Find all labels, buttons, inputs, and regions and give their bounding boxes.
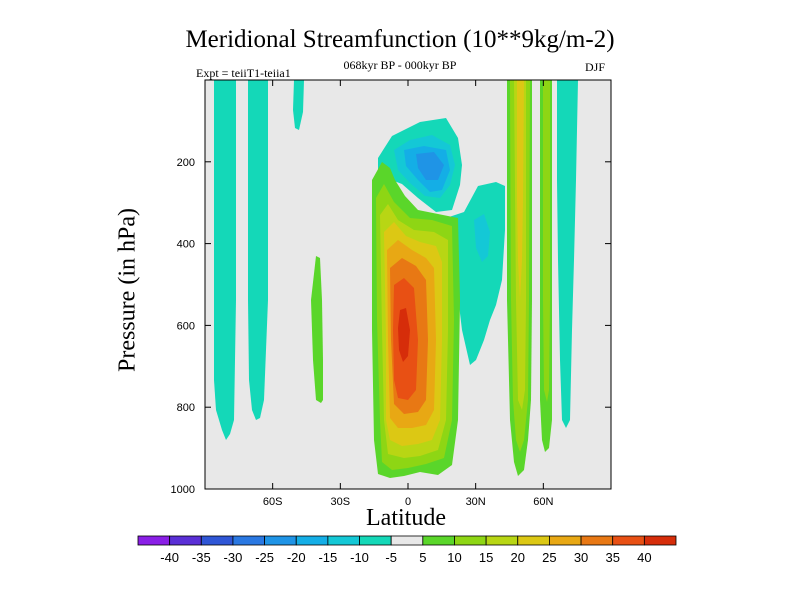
axis-ticks: 60S 30S 0 30N 60N 200 400 600 800 1000 (171, 80, 611, 508)
colorbar-label: -10 (350, 550, 369, 565)
colorbar-label: -25 (255, 550, 274, 565)
colorbar-label: -5 (385, 550, 397, 565)
colorbar-label: -35 (192, 550, 211, 565)
colorbar-label: -20 (287, 550, 306, 565)
y-tick-label: 1000 (171, 484, 195, 496)
colorbar-label: -15 (318, 550, 337, 565)
colorbar-label: 5 (419, 550, 426, 565)
colorbar-box (264, 535, 297, 546)
colorbar-label: 15 (479, 550, 493, 565)
colorbar-label: 20 (511, 550, 525, 565)
x-tick-label: 0 (405, 496, 411, 508)
y-tick-label: 200 (177, 157, 195, 169)
streamfunction-field (214, 80, 578, 478)
contour-southern-upper-neg (293, 80, 304, 130)
y-tick-label: 600 (177, 320, 195, 332)
x-tick-label: 60N (533, 496, 553, 508)
colorbar-box (517, 535, 550, 546)
contour-northern-polar-pos-2 (543, 80, 550, 402)
contour-tropical-pos-8 (398, 308, 410, 362)
colorbar-box (580, 535, 614, 546)
colorbar-box (422, 535, 455, 546)
colorbar-box (485, 535, 519, 546)
colorbar: -40 -35 -30 -25 -20 -15 -10 -5 5 10 15 20 25 30 35 40 (137, 535, 677, 565)
experiment-label: Expt = teiiT1-teiia1 (196, 66, 291, 80)
chart-title: Meridional Streamfunction (10**9kg/m-2) (185, 26, 615, 53)
y-tick-label: 400 (177, 239, 195, 251)
y-tick-label: 800 (177, 402, 195, 414)
colorbar-box (137, 535, 171, 546)
colorbar-box (295, 535, 329, 546)
colorbar-box (612, 535, 645, 546)
contour-southern-polar-neg (214, 80, 236, 440)
colorbar-label: 10 (447, 550, 461, 565)
x-tick-label: 30S (331, 496, 351, 508)
colorbar-box (643, 535, 677, 546)
colorbar-box (232, 535, 265, 546)
x-axis-label: Latitude (366, 505, 446, 531)
colorbar-label: 30 (574, 550, 588, 565)
colorbar-box (169, 535, 202, 546)
colorbar-label: -30 (224, 550, 243, 565)
colorbar-label: 35 (605, 550, 619, 565)
contour-southern-pos (311, 256, 323, 403)
colorbar-box (327, 535, 360, 546)
contour-northern-pos-4 (517, 80, 524, 300)
contour-northern-trop-neg-inner (474, 214, 490, 262)
x-tick-label: 60S (263, 496, 283, 508)
colorbar-box (454, 535, 487, 546)
contour-southern-midlat-neg (248, 80, 268, 420)
contour-northern-polar-neg (557, 80, 578, 428)
contour-upper-neg-4 (416, 152, 444, 180)
colorbar-box (200, 535, 234, 546)
chart-subtitle: 068kyr BP - 000kyr BP (343, 58, 457, 72)
colorbar-label: 40 (637, 550, 651, 565)
colorbar-label: -40 (160, 550, 179, 565)
colorbar-box (359, 535, 392, 546)
colorbar-box (390, 535, 424, 546)
colorbar-box (549, 535, 582, 546)
season-label: DJF (585, 60, 606, 74)
x-tick-label: 30N (466, 496, 486, 508)
colorbar-label: 25 (542, 550, 556, 565)
